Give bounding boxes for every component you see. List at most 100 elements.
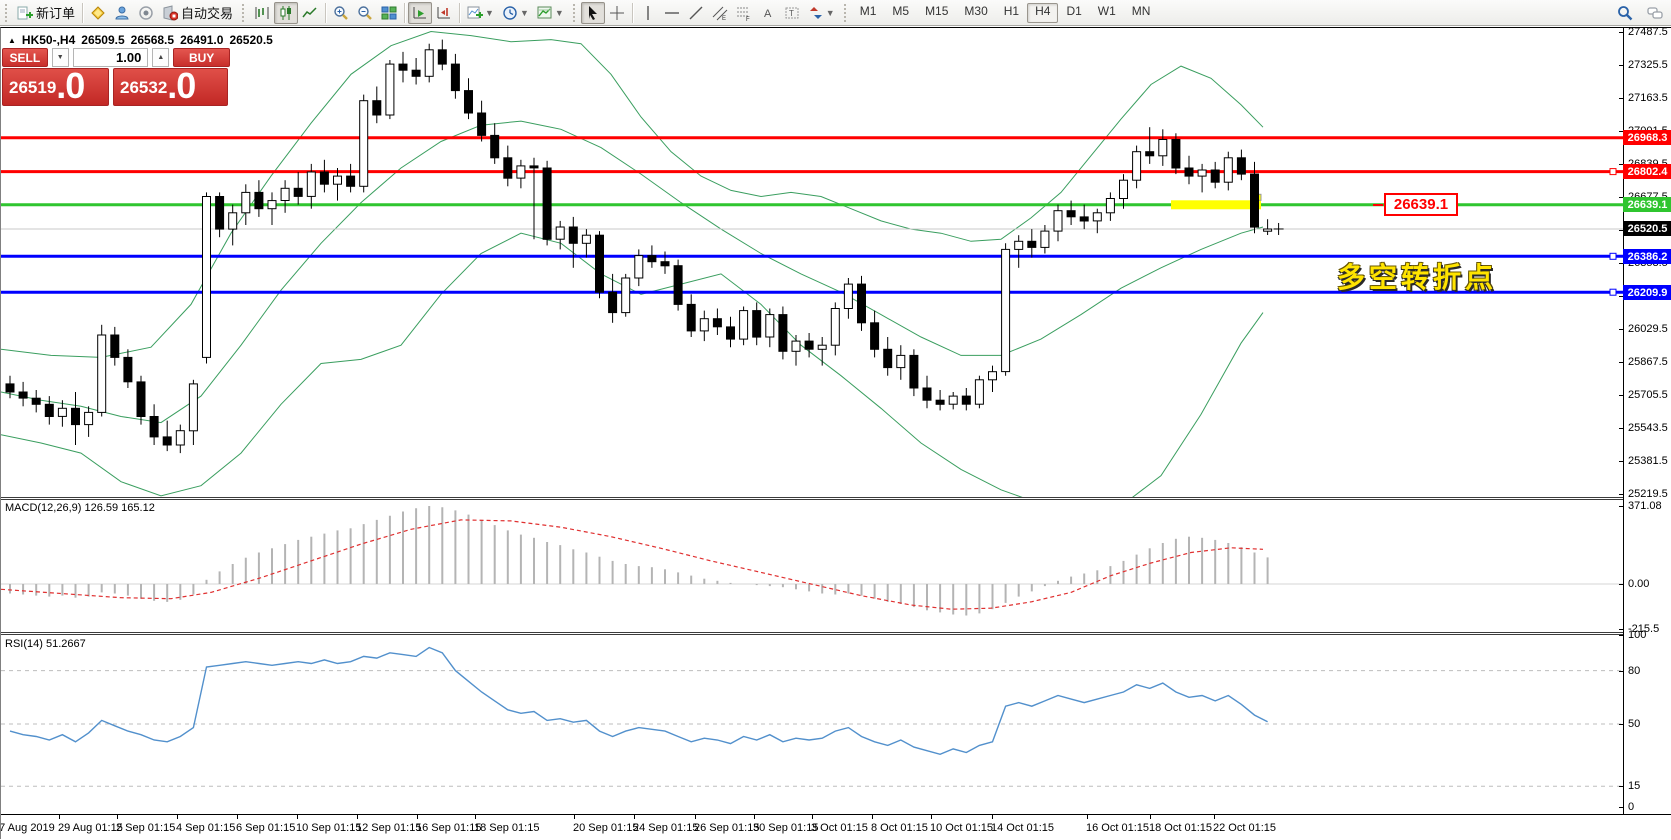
candle xyxy=(385,63,395,116)
trendline-button[interactable] xyxy=(684,2,708,24)
chart-shift-button[interactable] xyxy=(432,2,456,24)
candle xyxy=(857,283,866,324)
candle xyxy=(31,397,41,405)
volume-input[interactable]: 1.00 xyxy=(72,48,149,67)
candle xyxy=(333,175,342,185)
timeframe-h1[interactable]: H1 xyxy=(1003,3,1020,18)
axis-tick xyxy=(1619,635,1623,636)
sell-button[interactable]: SELL xyxy=(2,48,48,67)
volume-increment-button[interactable]: ▲ xyxy=(152,48,170,67)
indicators-button[interactable]: ▼ xyxy=(463,2,498,24)
timeframe-m5[interactable]: M5 xyxy=(892,3,910,18)
time-tick xyxy=(177,815,178,819)
horizontal-line-button[interactable] xyxy=(660,2,684,24)
auto-scroll-button[interactable] xyxy=(408,1,433,24)
tile-windows-button[interactable] xyxy=(377,2,401,24)
timeframe-w1[interactable]: W1 xyxy=(1097,3,1116,18)
timeframe-h4[interactable]: H4 xyxy=(1027,2,1059,23)
profile-icon xyxy=(115,6,129,19)
timeframe-m1[interactable]: M1 xyxy=(859,3,877,18)
buy-price-big: .0 xyxy=(167,65,196,106)
price-level-callout[interactable]: 26639.1 xyxy=(1384,193,1458,216)
candle xyxy=(1014,240,1024,250)
line-drag-handle[interactable] xyxy=(1609,288,1617,296)
autotrading-button[interactable]: 自动交易 xyxy=(158,2,237,24)
rsi-pane[interactable] xyxy=(1,635,1623,814)
volume-decrement-button[interactable]: ▼ xyxy=(51,48,69,67)
candle xyxy=(804,340,814,350)
vertical-line-button[interactable] xyxy=(636,2,660,24)
text-button[interactable]: A xyxy=(756,2,780,24)
channel-button[interactable]: E xyxy=(708,2,732,24)
time-tick xyxy=(574,815,575,819)
candle xyxy=(359,100,369,187)
search-icon[interactable] xyxy=(1617,5,1633,21)
line-drag-handle[interactable] xyxy=(1609,252,1617,260)
pane-separator[interactable] xyxy=(1,632,1623,635)
templates-button[interactable]: ▼ xyxy=(533,2,568,24)
time-tick-label: 16 Sep 01:15 xyxy=(416,822,482,834)
timeframe-d1[interactable]: D1 xyxy=(1066,3,1082,18)
toolbar-separator xyxy=(631,2,633,23)
turning-point-annotation[interactable]: 多空转折点 xyxy=(1337,262,1498,293)
candle xyxy=(306,171,316,197)
chat-icon[interactable] xyxy=(1647,5,1663,21)
cursor-icon xyxy=(588,5,597,20)
price-tick-label: 27325.5 xyxy=(1628,59,1668,71)
toolbar-separator xyxy=(82,2,84,23)
candle xyxy=(450,63,460,92)
bar-chart-button[interactable] xyxy=(250,2,274,24)
collapse-arrow-icon[interactable]: ▲ xyxy=(8,35,16,45)
buy-button[interactable]: BUY xyxy=(173,48,230,67)
fibonacci-button[interactable]: F xyxy=(732,2,756,24)
timeframe-m30[interactable]: M30 xyxy=(964,3,988,18)
candle xyxy=(634,255,644,279)
macd-indicator-label: MACD(12,26,9) 126.59 165.12 xyxy=(5,502,155,514)
toolbar-grip[interactable] xyxy=(843,3,849,22)
toolbar-grip[interactable] xyxy=(242,3,247,22)
chart-window[interactable]: 27487.527325.527163.527001.526839.526677… xyxy=(0,26,1671,840)
price-axis[interactable]: 27487.527325.527163.527001.526839.526677… xyxy=(1619,26,1671,814)
main-chart-pane[interactable] xyxy=(1,29,1623,497)
text-label-button[interactable]: T xyxy=(780,2,804,24)
open-value: 26509.5 xyxy=(81,33,125,47)
cursor-button[interactable] xyxy=(580,1,605,24)
candlestick-chart-button[interactable] xyxy=(274,1,299,24)
toolbar-grip[interactable] xyxy=(572,3,578,22)
candle xyxy=(71,407,80,426)
timeframe-m15[interactable]: M15 xyxy=(925,3,949,18)
profile-button[interactable] xyxy=(110,2,134,24)
svg-text:F: F xyxy=(746,17,750,21)
horizontal-line-icon xyxy=(664,11,679,14)
toolbar-grip[interactable] xyxy=(5,3,10,22)
pane-separator[interactable] xyxy=(1,497,1623,500)
clock-icon xyxy=(503,5,517,20)
axis-tick xyxy=(1619,629,1623,630)
timeframe-mn[interactable]: MN xyxy=(1131,3,1151,18)
macd-histogram xyxy=(9,506,1269,616)
line-drag-handle[interactable] xyxy=(1609,168,1617,176)
price-lines[interactable] xyxy=(1,136,1623,294)
line-chart-button[interactable] xyxy=(298,2,322,24)
crosshair-button[interactable] xyxy=(605,2,629,24)
axis-tick xyxy=(1619,32,1623,33)
arrows-button[interactable]: ▼ xyxy=(804,2,839,24)
macd-pane[interactable] xyxy=(1,500,1623,632)
candle xyxy=(84,411,94,426)
main-toolbar: 新订单 自动交易 ▼ ▼ xyxy=(0,0,1671,26)
time-tick xyxy=(1087,815,1088,819)
yellow-highlight-bar[interactable] xyxy=(1171,200,1261,210)
zoom-out-button[interactable] xyxy=(353,2,377,24)
periods-button[interactable]: ▼ xyxy=(498,2,533,24)
market-watch-button[interactable] xyxy=(86,2,110,24)
macd-tick-label: 371.08 xyxy=(1628,500,1662,512)
buy-price-display[interactable]: 26532 .0 xyxy=(113,68,228,106)
new-order-button[interactable]: 新订单 xyxy=(13,2,79,24)
time-tick xyxy=(237,815,238,819)
channel-icon: E xyxy=(712,6,728,21)
candle xyxy=(437,49,447,65)
zoom-in-button[interactable] xyxy=(329,2,353,24)
signal-button[interactable] xyxy=(134,2,158,24)
sell-price-display[interactable]: 26519 .0 xyxy=(2,68,109,106)
